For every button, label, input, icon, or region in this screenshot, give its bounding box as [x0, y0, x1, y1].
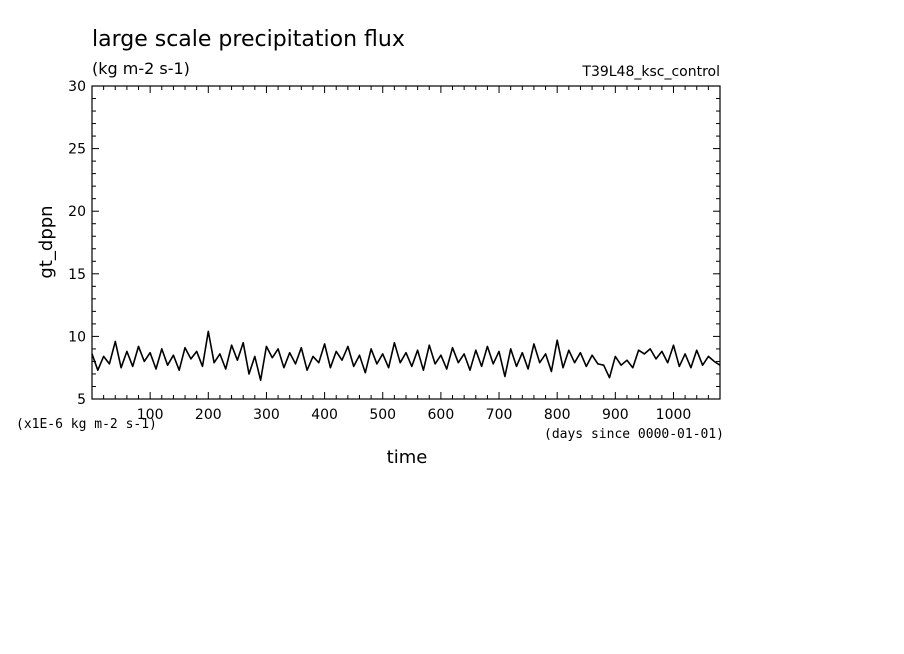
y-scale-note: (x1E-6 kg m-2 s-1) — [16, 417, 157, 432]
y-tick-label: 25 — [68, 142, 86, 158]
x-tick-label: 700 — [486, 407, 513, 423]
y-tick-label: 20 — [68, 204, 86, 220]
x-tick-label: 300 — [253, 407, 280, 423]
x-tick-label: 600 — [428, 407, 455, 423]
y-axis-label: gt_dppn — [36, 205, 57, 278]
chart-subtitle-units: (kg m-2 s-1) — [92, 59, 190, 78]
y-tick-label: 15 — [68, 267, 86, 283]
x-tick-label: 900 — [602, 407, 629, 423]
x-tick-label: 200 — [195, 407, 222, 423]
x-tick-label: 400 — [311, 407, 338, 423]
x-units-note: (days since 0000-01-01) — [544, 427, 724, 442]
run-label: T39L48_ksc_control — [581, 64, 720, 80]
x-tick-label: 100 — [137, 407, 164, 423]
y-tick-label: 10 — [68, 329, 86, 345]
x-tick-label: 500 — [369, 407, 396, 423]
y-tick-label: 30 — [68, 79, 86, 95]
y-tick-labels: 5 10 15 20 25 30 — [68, 79, 86, 408]
x-tick-label: 1000 — [656, 407, 692, 423]
y-tick-label: 5 — [77, 392, 86, 408]
series-line — [91, 330, 721, 382]
x-tick-label: 800 — [544, 407, 571, 423]
axis-ticks — [92, 86, 720, 399]
x-axis-label: time — [387, 447, 428, 468]
x-tick-labels: 100 200 300 400 500 600 700 800 900 1000 — [137, 407, 692, 423]
chart-title: large scale precipitation flux — [92, 27, 405, 52]
